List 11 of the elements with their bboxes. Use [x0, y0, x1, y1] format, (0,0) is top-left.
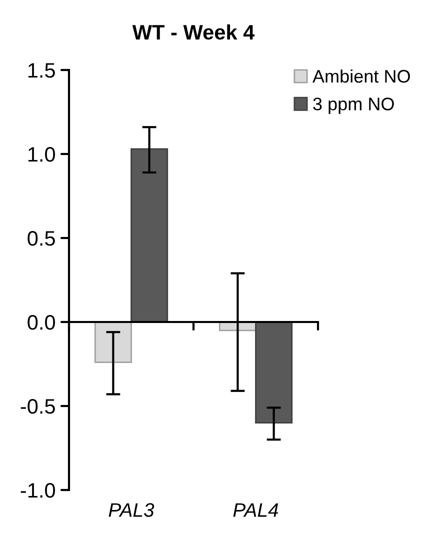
y-tick-label: 1.0 — [28, 147, 55, 162]
y-tick-label: -1.0 — [20, 483, 55, 498]
y-tick-label: 1.5 — [28, 63, 55, 78]
y-tick-label: 0.5 — [28, 231, 55, 246]
legend-label: 3 ppm NO — [313, 98, 394, 114]
legend-label: Ambient NO — [312, 69, 410, 83]
x-tick-label: PAL4 — [233, 503, 278, 517]
y-tick-label: 0.0 — [28, 315, 55, 330]
chart-title: WT - Week 4 — [132, 24, 255, 40]
x-tick-label: PAL3 — [108, 503, 154, 517]
y-tick-label: -0.5 — [20, 399, 55, 414]
